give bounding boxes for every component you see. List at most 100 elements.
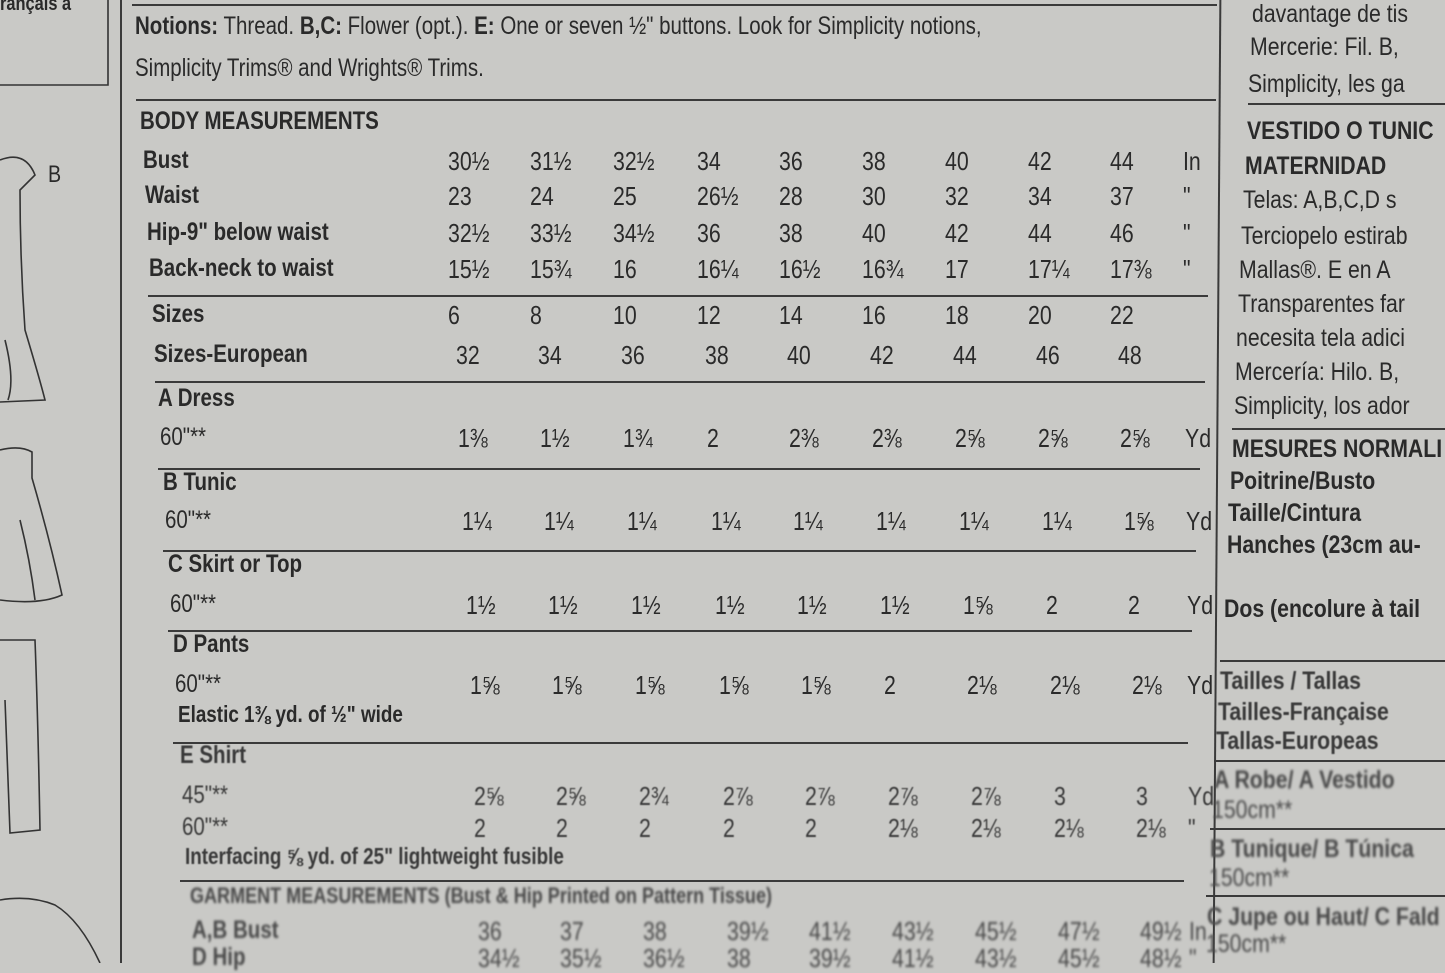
table-cell: 32½ [613, 146, 655, 176]
row-label: Sizes-European [154, 340, 308, 368]
table-cell: 42 [945, 218, 969, 248]
rule [1210, 828, 1445, 830]
rule [1248, 103, 1445, 105]
table-cell: 15¾ [530, 254, 572, 284]
top-rule [132, 4, 1217, 6]
translation-line: Mallas®. E en A [1239, 256, 1391, 284]
table-cell: 40 [862, 218, 886, 248]
table-cell: 1⅝ [1124, 506, 1154, 536]
row-label: A,B Bust [192, 916, 279, 944]
table-cell: 18 [945, 300, 969, 330]
table-cell: 36 [621, 340, 645, 370]
unit-label: " [1189, 943, 1197, 973]
table-cell: 1¼ [793, 506, 823, 536]
table-cell: 30½ [448, 146, 490, 176]
table-cell: 24 [530, 181, 554, 211]
translation-line: 150cm** [1209, 864, 1290, 892]
table-cell: 17 [945, 254, 969, 284]
view-label: E Shirt [180, 741, 247, 769]
left-divider [120, 0, 122, 963]
table-cell: 47½ [1058, 916, 1100, 946]
table-cell: 34 [538, 340, 562, 370]
translation-line: C Jupe ou Haut/ C Fald [1207, 903, 1440, 931]
table-cell: 48 [1118, 340, 1142, 370]
unit-label: Yd [1185, 423, 1212, 453]
table-cell: 16 [862, 300, 886, 330]
table-cell: 43½ [892, 916, 934, 946]
table-cell: 2⅝ [474, 781, 504, 811]
row-label: 60"** [175, 670, 222, 698]
rule [1206, 895, 1445, 897]
table-cell: 1½ [880, 590, 910, 620]
unit-label: Yd [1188, 781, 1215, 811]
table-cell: 38 [643, 916, 667, 946]
table-cell: 38 [862, 146, 886, 176]
table-cell: 26½ [697, 181, 739, 211]
row-label: Waist [145, 181, 199, 209]
translation-line: Taille/Cintura [1228, 499, 1362, 527]
table-cell: 2⅛ [888, 813, 918, 843]
table-cell: 46 [1036, 340, 1060, 370]
table-cell: 38 [727, 943, 751, 973]
translation-line: MATERNIDAD [1245, 152, 1387, 180]
table-cell: 41½ [892, 943, 934, 973]
translation-line: necesita tela adici [1236, 324, 1405, 352]
table-cell: 15½ [448, 254, 490, 284]
translation-line: davantage de tis [1252, 0, 1408, 28]
table-cell: 23 [448, 181, 472, 211]
table-cell: 14 [779, 300, 803, 330]
table-cell: 36 [697, 218, 721, 248]
table-cell: 28 [779, 181, 803, 211]
rule [1232, 428, 1445, 430]
table-cell: 2⅛ [1054, 813, 1084, 843]
table-cell: 2⅜ [789, 423, 819, 453]
rule [136, 99, 1216, 101]
translation-line: Telas: A,B,C,D s [1243, 186, 1397, 214]
table-cell: 1¾ [623, 423, 653, 453]
table-cell: 2⅞ [888, 781, 918, 811]
table-cell: 1⅝ [719, 670, 749, 700]
table-cell: 2⅛ [971, 813, 1001, 843]
translation-line: A Robe/ A Vestido [1214, 766, 1395, 794]
left-illustration-panel: rançais à B [0, 0, 120, 963]
row-label: Sizes [152, 300, 205, 328]
row-label: Hip-9" below waist [147, 218, 329, 246]
table-cell: 33½ [530, 218, 572, 248]
table-cell: 40 [787, 340, 811, 370]
table-cell: 46 [1110, 218, 1134, 248]
table-cell: 2⅛ [1132, 670, 1162, 700]
table-cell: 3 [1054, 781, 1066, 811]
table-cell: 17¼ [1028, 254, 1070, 284]
table-cell: 36 [779, 146, 803, 176]
table-cell: 2 [805, 813, 817, 843]
view-label: D Pants [173, 630, 250, 658]
row-label: 60"** [182, 813, 229, 841]
table-cell: 22 [1110, 300, 1134, 330]
rule [163, 550, 1196, 552]
table-cell: 6 [448, 300, 460, 330]
view-label: C Skirt or Top [168, 550, 303, 578]
table-cell: 25 [613, 181, 637, 211]
table-cell: 2 [884, 670, 896, 700]
garment-measurements-title: GARMENT MEASUREMENTS (Bust & Hip Printed… [190, 883, 772, 908]
table-cell: 2⅛ [967, 670, 997, 700]
notions-text: Flower (opt.). [347, 12, 469, 40]
table-cell: 2⅞ [805, 781, 835, 811]
view-note: Interfacing ⅝ yd. of 25" lightweight fus… [185, 843, 564, 869]
unit-label: " [1183, 218, 1191, 248]
translation-line: Tallas-Europeas [1216, 727, 1379, 755]
table-cell: 34½ [478, 943, 520, 973]
table-cell: 1¼ [876, 506, 906, 536]
view-b-label: B [48, 161, 62, 188]
view-label: B Tunic [163, 468, 237, 496]
table-cell: 1¼ [462, 506, 492, 536]
translation-line: Simplicity, les ga [1248, 70, 1405, 98]
table-cell: 37 [560, 916, 584, 946]
table-cell: 1¼ [711, 506, 741, 536]
table-cell: 39½ [727, 916, 769, 946]
view-note: Elastic 1⅜ yd. of ½" wide [178, 701, 403, 727]
body-measurements-title: BODY MEASUREMENTS [140, 107, 379, 135]
table-cell: 45½ [975, 916, 1017, 946]
notions-text: Thread. [223, 12, 295, 40]
